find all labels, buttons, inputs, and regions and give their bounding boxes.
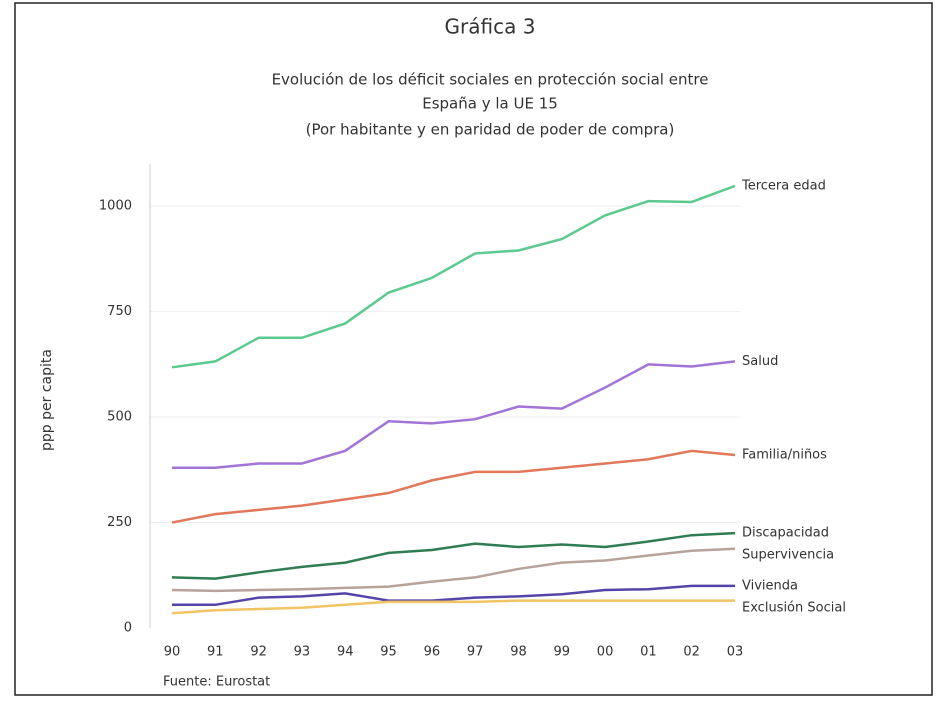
x-tick-label: 00 [597, 645, 614, 660]
x-tick-label: 96 [424, 645, 441, 660]
series-line [171, 547, 736, 593]
series-line [171, 531, 736, 580]
subtitle: (Por habitante y en paridad de poder de … [306, 121, 675, 139]
series-line [172, 360, 736, 469]
x-tick-label: 97 [467, 645, 484, 660]
series-label: Vivienda [742, 578, 798, 593]
series-line [171, 599, 735, 615]
x-tick-label: 90 [164, 645, 181, 660]
series-label: Tercera edad [741, 178, 826, 193]
y-tick-label: 250 [107, 515, 132, 530]
series-label: Supervivencia [742, 548, 834, 563]
subtitle: Evolución de los déficit sociales en pro… [272, 71, 709, 89]
frame [14, 2, 933, 696]
x-tick-label: 93 [294, 645, 311, 660]
x-tick-label: 91 [207, 645, 224, 660]
series-line [171, 449, 736, 524]
x-tick-label: 95 [380, 645, 397, 660]
y-tick-label: 0 [124, 621, 132, 636]
x-tick-label: 03 [727, 645, 744, 660]
series-label: Discapacidad [742, 526, 829, 541]
series-line [171, 184, 736, 369]
x-tick-label: 92 [250, 645, 267, 660]
y-tick-label: 500 [107, 410, 132, 425]
source: Fuente: Eurostat [163, 675, 270, 690]
x-tick-label: 02 [683, 645, 700, 660]
series-line [172, 584, 735, 607]
y-tick-label: 750 [107, 304, 132, 319]
series-label: Exclusión Social [742, 600, 846, 615]
chart-title: Gráfica 3 [445, 15, 536, 39]
series-label: Familia/niños [742, 448, 827, 463]
y-tick-label: 1000 [99, 199, 132, 214]
x-tick-label: 94 [337, 645, 354, 660]
y-axis-label: ppp per capita [39, 349, 55, 451]
subtitle: España y la UE 15 [422, 95, 558, 113]
series-label: Salud [742, 354, 778, 369]
x-tick-label: 98 [510, 645, 527, 660]
x-tick-label: 99 [553, 645, 570, 660]
x-tick-label: 01 [640, 645, 657, 660]
